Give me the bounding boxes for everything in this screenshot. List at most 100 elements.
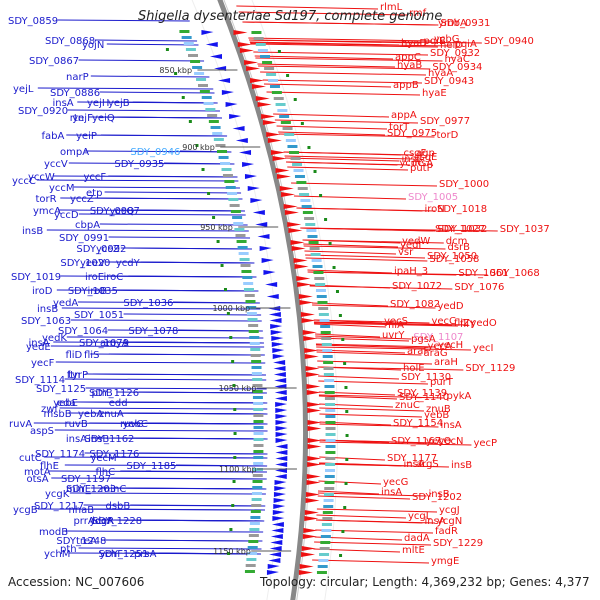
- gene-arrow: [269, 318, 282, 323]
- gene-label: SDY_1162: [84, 434, 134, 445]
- gene-label: yecA: [427, 341, 452, 352]
- gene-label: yedD: [437, 301, 463, 312]
- gene-arrow: [275, 462, 288, 467]
- connector-line: [278, 131, 386, 136]
- feature-block: [319, 319, 330, 322]
- gene-label: ruvC: [120, 419, 143, 430]
- feature-dot: [335, 290, 339, 293]
- connector-line: [304, 250, 397, 255]
- feature-block: [188, 54, 199, 57]
- feature-dot: [220, 264, 224, 267]
- feature-block: [323, 493, 334, 496]
- feature-block: [324, 475, 335, 478]
- feature-block: [262, 61, 273, 64]
- gene-label: yebE: [53, 398, 78, 409]
- feature-dot: [345, 410, 349, 413]
- feature-block: [237, 246, 248, 249]
- gene-label: ymbA: [438, 18, 467, 29]
- gene-label: SDY_0868: [45, 36, 95, 47]
- feature-block: [208, 120, 219, 123]
- connector-line: [303, 245, 446, 250]
- feature-dot: [345, 434, 349, 437]
- gene-arrow: [275, 450, 288, 455]
- feature-block: [246, 312, 257, 315]
- gene-label: insA: [424, 516, 445, 527]
- gene-arrow: [298, 294, 313, 299]
- feature-block: [325, 403, 336, 406]
- feature-block: [250, 348, 261, 351]
- connector-line: [314, 322, 458, 327]
- feature-block: [325, 439, 336, 442]
- feature-dot: [293, 98, 297, 101]
- gene-arrow: [270, 324, 283, 329]
- gene-label: fliD: [65, 350, 82, 361]
- gene-label: SDY_1202: [412, 492, 462, 503]
- gene-arrow: [273, 492, 286, 497]
- feature-block: [317, 565, 328, 568]
- gene-label: SDY_1027: [435, 224, 485, 235]
- gene-label: cbpA: [75, 220, 100, 231]
- gene-label: yccZ: [70, 194, 94, 205]
- feature-block: [255, 43, 266, 46]
- gene-label: yccF: [83, 172, 106, 183]
- feature-block: [301, 205, 312, 208]
- gene-arrow: [305, 366, 320, 371]
- gene-arrow: [250, 78, 265, 83]
- gene-label: SDY_1126: [89, 388, 139, 399]
- gene-label: yecH: [438, 340, 463, 351]
- left-connector-lines: [33, 19, 268, 555]
- gene-label: putP: [410, 163, 433, 174]
- gene-arrow: [271, 150, 286, 155]
- gene-label: eda: [57, 398, 76, 409]
- feature-block: [250, 354, 261, 357]
- gene-label: yejF: [72, 113, 93, 124]
- feature-block: [247, 546, 258, 549]
- connector-line: [99, 223, 248, 226]
- gene-label: ycgR: [89, 516, 114, 527]
- feature-block: [221, 168, 232, 171]
- gene-label: yedA: [53, 298, 78, 309]
- feature-block: [323, 361, 334, 364]
- gene-arrow: [267, 564, 280, 569]
- gene-arrow: [270, 330, 283, 335]
- feature-block: [253, 432, 264, 435]
- gene-label: holE: [403, 363, 425, 374]
- connector-line: [254, 55, 394, 60]
- gene-label: SDY_0946: [130, 147, 180, 158]
- gene-arrow: [274, 486, 287, 491]
- scale-label: 850 kbp: [159, 66, 192, 75]
- connector-line: [302, 239, 444, 244]
- connector-line: [317, 495, 411, 500]
- gene-arrow: [291, 246, 306, 251]
- feature-block: [271, 91, 282, 94]
- gene-label: SDY_1082: [390, 299, 440, 310]
- connector-line: [66, 134, 228, 137]
- gene-label: SDY_1079: [79, 338, 129, 349]
- connector-line: [316, 514, 407, 519]
- connector-line: [274, 119, 419, 124]
- gene-label: pth: [60, 544, 77, 555]
- feature-block: [242, 276, 253, 279]
- gene-feature-track: [165, 30, 349, 575]
- gene-label: msbB: [43, 409, 71, 420]
- feature-dot: [324, 218, 328, 221]
- feature-block: [248, 330, 259, 333]
- feature-dot: [232, 384, 236, 387]
- gene-label: yebC: [122, 419, 147, 430]
- connector-line: [319, 413, 423, 418]
- gene-arrow: [307, 456, 322, 461]
- connector-line: [124, 341, 264, 344]
- gene-arrow: [272, 516, 285, 521]
- connector-line: [250, 42, 453, 47]
- gene-label: ycgB: [13, 505, 38, 516]
- gene-arrow: [273, 372, 286, 377]
- feature-dot: [216, 240, 220, 243]
- gene-arrow: [237, 42, 252, 47]
- connector-line: [283, 151, 402, 156]
- gene-label: torR: [35, 194, 56, 205]
- feature-block: [320, 541, 331, 544]
- feature-block: [249, 336, 260, 339]
- gene-label: SDY_0932: [430, 48, 480, 59]
- accession-text: Accession: NC_007606: [8, 575, 144, 589]
- gene-label: fliA: [388, 320, 404, 331]
